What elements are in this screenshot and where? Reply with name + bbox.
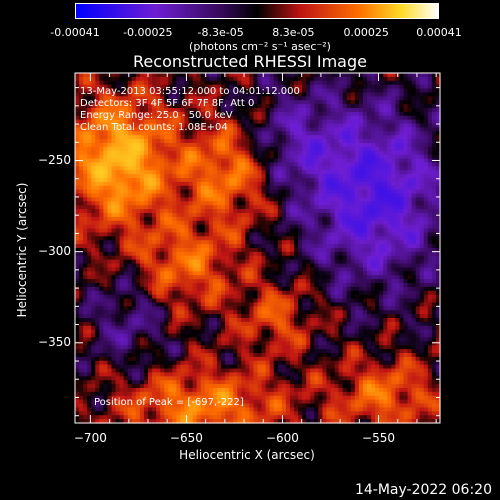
y-tick-label: −300 bbox=[38, 243, 71, 258]
heatmap-cells bbox=[75, 73, 441, 424]
annotation-peak-position: Position of Peak = [-697,-222] bbox=[94, 397, 244, 408]
annotation-time-range: 13-May-2013 03:55:12.000 to 04:01:12.000 bbox=[80, 86, 300, 97]
y-tick-label: −350 bbox=[38, 334, 71, 349]
x-tick-label: −550 bbox=[362, 431, 395, 445]
colorbar-tick-label: -8.3e-05 bbox=[197, 26, 244, 39]
annotation-energy-range: Energy Range: 25.0 - 50.0 keV bbox=[80, 110, 233, 121]
colorbar-tick-label: 0.00025 bbox=[343, 26, 389, 39]
annotation-detectors: Detectors: 3F 4F 5F 6F 7F 8F, Att 0 bbox=[80, 98, 255, 109]
y-tick-label: −250 bbox=[38, 152, 71, 167]
colorbar-units-label: (photons cm⁻² s⁻¹ asec⁻²) bbox=[189, 40, 331, 53]
plot-frame bbox=[74, 72, 441, 424]
x-axis-title: Heliocentric X (arcsec) bbox=[179, 448, 315, 462]
colorbar bbox=[75, 3, 439, 19]
colorbar-tick-label: -0.00041 bbox=[50, 26, 100, 39]
x-tick-label: −650 bbox=[169, 431, 203, 445]
y-axis-title: Heliocentric Y (arcsec) bbox=[15, 182, 29, 318]
colorbar-tick-label: 8.3e-05 bbox=[272, 26, 315, 39]
colorbar-tick-label: 0.00041 bbox=[416, 26, 462, 39]
x-tick-label: −700 bbox=[73, 431, 107, 445]
annotation-clean-counts: Clean Total counts: 1.08E+04 bbox=[80, 122, 228, 133]
x-tick-label: −600 bbox=[265, 431, 299, 445]
timestamp-footer: 14-May-2022 06:20 bbox=[354, 482, 492, 498]
chart-title: Reconstructed RHESSI Image bbox=[133, 52, 367, 71]
colorbar-tick-label: -0.00025 bbox=[123, 26, 173, 39]
